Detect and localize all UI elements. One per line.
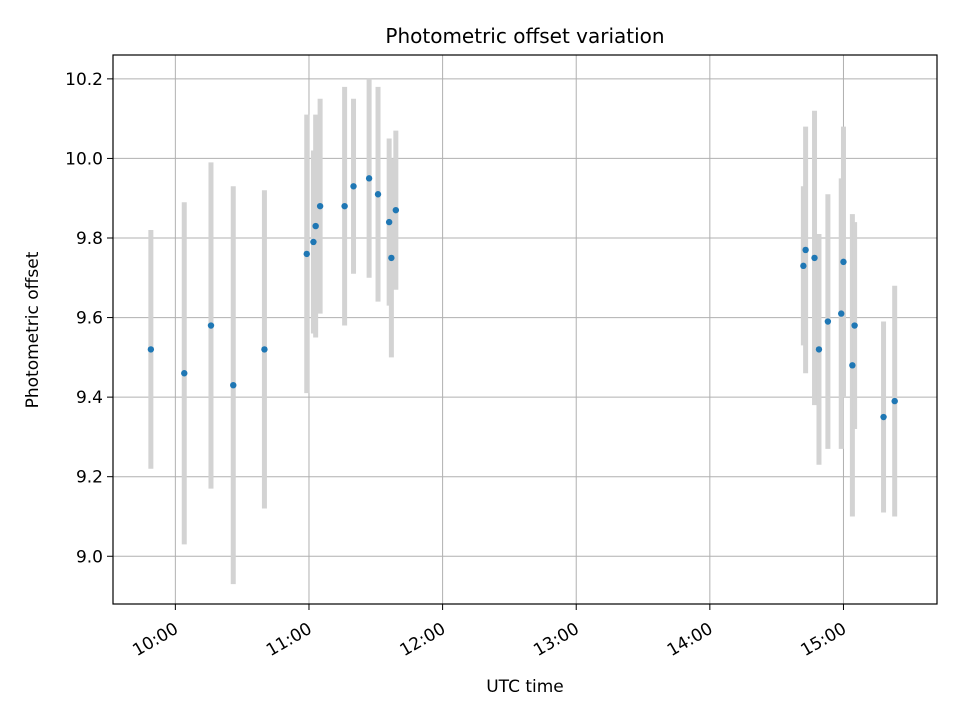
data-point — [385, 218, 393, 226]
data-point — [849, 362, 856, 369]
data-point — [392, 206, 400, 214]
data-point — [365, 175, 373, 182]
y-tick-label: 9.8 — [76, 229, 103, 249]
x-tick-label: 15:00 — [798, 619, 850, 661]
data-point — [880, 413, 887, 421]
chart-title: Photometric offset variation — [385, 24, 664, 48]
x-tick-label: 10:00 — [129, 619, 181, 661]
data-point — [312, 222, 319, 230]
x-tick-label: 13:00 — [530, 619, 582, 661]
data-point — [891, 397, 898, 405]
error-bars — [148, 78, 898, 585]
data-point — [341, 202, 348, 210]
data-point — [851, 322, 858, 329]
y-tick-label: 9.6 — [76, 309, 103, 329]
data-point — [800, 262, 807, 270]
data-point — [230, 381, 237, 389]
data-point — [261, 346, 268, 353]
data-point — [350, 183, 357, 190]
y-axis-label: Photometric offset — [23, 251, 43, 408]
data-point — [840, 258, 847, 266]
data-points — [147, 175, 898, 421]
data-point — [374, 191, 382, 198]
x-tick-label: 11:00 — [263, 619, 315, 661]
data-point — [802, 246, 809, 254]
y-tick-label: 10.2 — [65, 70, 103, 90]
data-point — [310, 238, 317, 246]
x-axis-label: UTC time — [486, 677, 564, 697]
plot-frame — [112, 54, 938, 605]
y-axis-ticks: 9.0 9.2 9.4 9.6 9.8 10.0 10.2 — [65, 70, 113, 567]
data-point — [815, 346, 823, 353]
data-point — [824, 318, 832, 325]
data-point — [303, 250, 310, 258]
data-point — [147, 346, 155, 353]
data-point — [207, 322, 215, 329]
y-tick-label: 9.0 — [76, 547, 103, 567]
data-point — [316, 202, 324, 210]
x-tick-label: 12:00 — [397, 619, 449, 661]
y-tick-label: 10.0 — [65, 149, 103, 169]
x-tick-label: 14:00 — [664, 619, 716, 661]
data-point — [388, 254, 395, 262]
data-point — [181, 370, 188, 377]
y-tick-label: 9.2 — [76, 468, 103, 488]
x-axis-ticks: 10:00 11:00 12:00 13:00 14:00 15:00 — [129, 604, 850, 661]
data-point — [838, 310, 845, 317]
y-tick-label: 9.4 — [76, 388, 103, 408]
data-point — [811, 254, 818, 262]
